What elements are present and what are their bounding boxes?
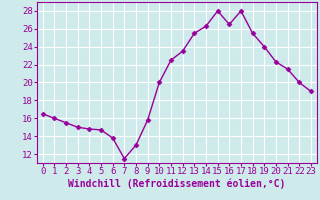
X-axis label: Windchill (Refroidissement éolien,°C): Windchill (Refroidissement éolien,°C) xyxy=(68,179,285,189)
